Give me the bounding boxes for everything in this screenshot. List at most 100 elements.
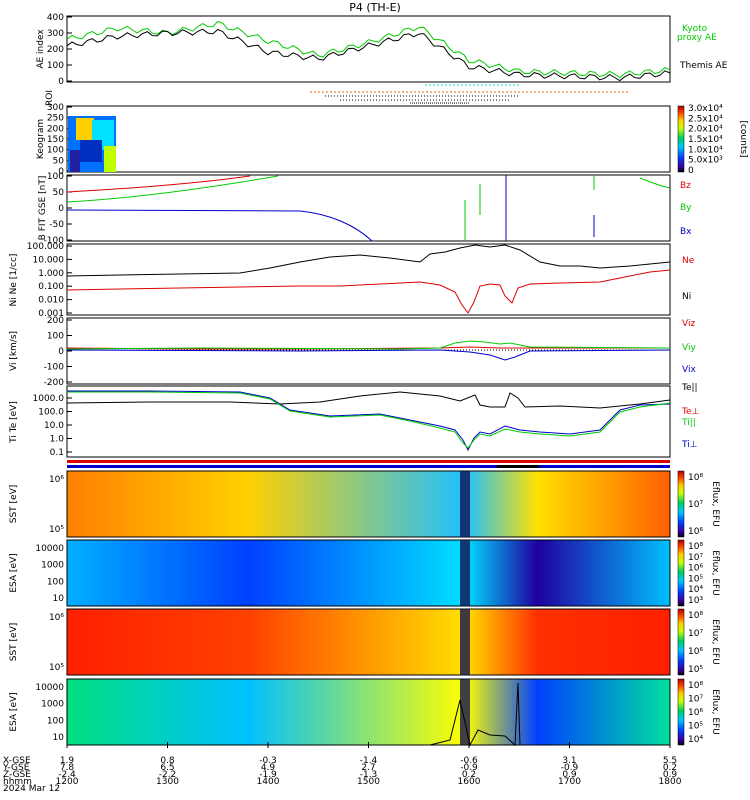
spectrogram-panel-2: ESA [eV] 10000 1000 100 10 10⁸10⁷10⁶10⁵10⁴10³…	[9, 539, 720, 607]
spectrogram-y-tick-label: 10000	[35, 683, 64, 693]
xaxis-value-t: 1600	[458, 777, 481, 787]
keogram-colorbar-tick-label: 3.0x10⁴	[688, 104, 723, 114]
spectrogram-ylabel: SST [eV]	[9, 623, 19, 662]
spectrogram-y-tick-label: 10000	[35, 544, 64, 554]
legend-viz: Viz	[682, 319, 695, 329]
density-y-tick-label: 0.100	[38, 282, 64, 292]
xaxis-row-label: Z-GSE	[3, 770, 31, 780]
xaxis-value-t: 1400	[257, 777, 280, 787]
keogram-image	[68, 116, 116, 172]
spectrogram-colorbar-tick-label: 10⁷	[688, 500, 703, 510]
spectrogram-y-tick-label: 10⁶	[49, 475, 64, 485]
keogram-y-tick-label: 100	[47, 146, 64, 156]
velocity-y-tick-label: 200	[47, 316, 64, 326]
spectrogram-colorbar-label: Eflux, EFU	[710, 689, 720, 735]
roi-panel: ROI	[45, 84, 630, 106]
ae-frame	[66, 15, 671, 83]
ae-y-tick-label: 0	[58, 77, 64, 87]
legend-by: By	[680, 203, 692, 213]
velocity-y-tick-label: 0	[58, 347, 64, 357]
density-ni-series	[66, 244, 671, 277]
ae-y-tick-label: 300	[47, 29, 64, 39]
xaxis-value-t: 1700	[558, 777, 581, 787]
bfield-y-tick-label: -100	[44, 236, 65, 246]
spectrogram-ylabel: ESA [eV]	[9, 692, 19, 731]
velocity-y-tick-label: 100	[47, 332, 64, 342]
xaxis-value-z: 0.2	[462, 770, 476, 780]
legend-ne: Ne	[682, 256, 695, 266]
density-y-tick-label: 1.000	[38, 269, 64, 279]
spectrogram-colorbar-tick-label: 10⁵	[688, 722, 703, 732]
xaxis-value-x: 3.1	[562, 756, 576, 766]
legend-themis: Themis AE	[679, 61, 728, 71]
spectrogram-y-tick-label: 1000	[41, 700, 64, 710]
legend-ti-par: Ti||	[681, 418, 696, 428]
spectrogram-dropout-band	[460, 471, 470, 537]
spectrogram-colorbar-tick-label: 10⁷	[688, 695, 703, 705]
spectrogram-colorbar-tick-label: 10⁶	[688, 708, 703, 718]
legend-bz: Bz	[680, 181, 691, 191]
spectrogram-y-tick-label: 100	[47, 716, 64, 726]
spectrogram-y-tick-label: 10⁵	[49, 663, 64, 673]
roi-ylabel: ROI	[45, 90, 55, 106]
sc-potential-trace	[429, 682, 521, 747]
xaxis-value-t: 1300	[156, 777, 179, 787]
ae-y-tick-label: 400	[47, 13, 64, 23]
spectrogram-colorbar-tick-label: 10⁷	[688, 553, 703, 563]
bfield-y-tick-label: -50	[49, 220, 64, 230]
xaxis-value-y: 4.9	[261, 763, 276, 773]
bfield-frame	[66, 174, 671, 242]
spectrogram-dropout-band	[460, 679, 470, 745]
temp-ylabel: Ti Te [eV]	[9, 401, 19, 444]
spectrogram-image	[66, 678, 671, 746]
xaxis-value-z: -2.4	[58, 770, 76, 780]
spectrogram-dropout-band	[460, 609, 470, 675]
velocity-vy-series	[66, 340, 671, 350]
bfield-by-series	[66, 175, 279, 203]
density-ylabel: Ni Ne [1/cc]	[9, 254, 19, 307]
bfield-bz-series	[66, 175, 251, 193]
bfield-y-tick-label: 100	[47, 172, 64, 182]
spectrogram-colorbar-tick-label: 10⁴	[688, 735, 703, 745]
temp-y-tick-label: 10.0	[44, 421, 64, 431]
legend-te-perp: Te⊥	[681, 407, 700, 417]
keogram-y-tick-label: 50	[53, 156, 65, 166]
keogram-ylabel: Keogram	[36, 119, 46, 159]
bfield-y-tick-label: 0	[58, 204, 64, 214]
temp-y-tick-label: 0.1	[50, 448, 64, 458]
spectrogram-colorbar-label: Eflux, EFU	[710, 550, 720, 596]
velocity-vx-series	[66, 349, 671, 361]
temp-y-tick-label: 100.0	[38, 408, 64, 418]
keogram-y-tick-label: 150	[47, 135, 64, 145]
spectrogram-colorbar	[677, 678, 685, 746]
xaxis-value-z: -2.2	[159, 770, 177, 780]
xaxis-value-y: 0.2	[663, 763, 677, 773]
keogram-frame	[66, 105, 671, 173]
xaxis-value-y: 6.5	[160, 763, 174, 773]
bfield-y-tick-label: 50	[53, 188, 65, 198]
spectrogram-colorbar-tick-label: 10⁶	[688, 527, 703, 537]
ae-themis-series	[66, 28, 671, 82]
xaxis-value-t: 1200	[56, 777, 79, 787]
spectrogram-image	[66, 608, 671, 676]
spectrogram-colorbar-tick-label: 10⁷	[688, 629, 703, 639]
spectrogram-colorbar-tick-label: 10⁸	[688, 611, 703, 621]
spectrogram-colorbar-tick-label: 10⁵	[688, 574, 703, 584]
spectrogram-colorbar-label: Eflux, EFU	[710, 481, 720, 527]
keogram-y-tick-label: 200	[47, 124, 64, 134]
keogram-y-tick-label: 300	[47, 103, 64, 113]
temp-ti-par-series	[67, 391, 671, 449]
chart-title: P4 (TH-E)	[349, 1, 401, 14]
spectrogram-colorbar-tick-label: 10⁶	[688, 647, 703, 657]
ae-ylabel: AE index	[36, 29, 46, 69]
spectrogram-image	[66, 539, 671, 607]
xaxis-value-y: -0.9	[460, 763, 478, 773]
temp-ti-series	[67, 390, 671, 452]
velocity-panel: Vi [km/s] 200 100 0 -100 -200 Viz Viy Vix	[9, 316, 696, 388]
spectrogram-colorbar	[677, 608, 685, 676]
xaxis-value-y: -0.9	[561, 763, 579, 773]
density-y-tick-label: 0.010	[38, 296, 64, 306]
keogram-colorbar-tick-label: 5.0x10³	[688, 156, 723, 166]
mode-bars	[67, 460, 670, 468]
